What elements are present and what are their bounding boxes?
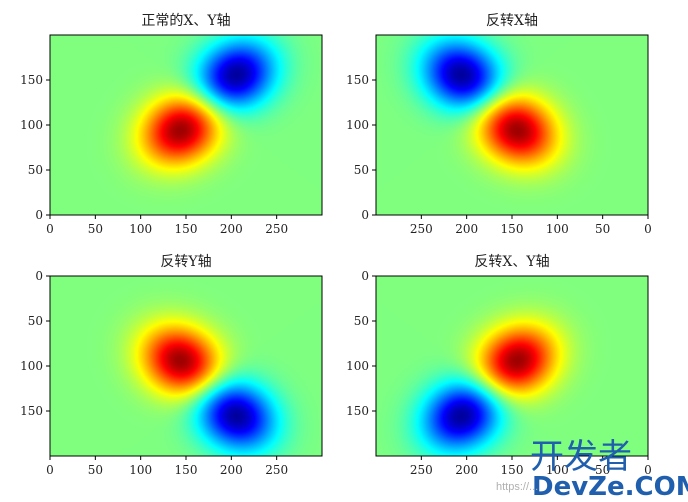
x-tick-label: 100 bbox=[129, 222, 152, 236]
x-tick-label: 50 bbox=[595, 222, 610, 236]
x-tick-label: 200 bbox=[220, 463, 243, 477]
heatmap-image bbox=[50, 35, 322, 215]
y-tick-label: 150 bbox=[20, 404, 43, 418]
y-tick-label: 150 bbox=[346, 404, 369, 418]
x-tick-label: 150 bbox=[175, 463, 198, 477]
y-tick-label: 100 bbox=[20, 359, 43, 373]
x-tick-label: 150 bbox=[175, 222, 198, 236]
watermark-brand-cn: 开发者 bbox=[530, 437, 632, 477]
x-tick-label: 150 bbox=[501, 463, 524, 477]
subplot-3: 反转Y轴 0 50 100 150 200 250 0 50 100 150 bbox=[20, 254, 323, 477]
x-tick-label: 250 bbox=[410, 463, 433, 477]
x-tick-label: 250 bbox=[265, 222, 288, 236]
subplot-title: 正常的X、Y轴 bbox=[141, 13, 230, 29]
x-tick-label: 50 bbox=[88, 463, 103, 477]
y-tick-label: 100 bbox=[346, 359, 369, 373]
x-tick-label: 150 bbox=[501, 222, 524, 236]
subplot-4: 反转X、Y轴 250 200 150 100 50 0 0 50 100 150 bbox=[346, 254, 652, 477]
y-tick-label: 0 bbox=[35, 208, 43, 222]
y-tick-label: 150 bbox=[346, 73, 369, 87]
x-tick-label: 200 bbox=[220, 222, 243, 236]
y-tick-label: 100 bbox=[346, 118, 369, 132]
subplot-title: 反转X轴 bbox=[486, 13, 538, 29]
x-tick-label: 0 bbox=[644, 222, 652, 236]
x-tick-label: 100 bbox=[546, 463, 569, 477]
y-tick-label: 50 bbox=[354, 163, 369, 177]
watermark-url: https://... bbox=[496, 481, 538, 493]
x-tick-label: 200 bbox=[455, 463, 478, 477]
x-tick-label: 100 bbox=[129, 463, 152, 477]
y-tick-label: 0 bbox=[361, 208, 369, 222]
x-tick-label: 0 bbox=[46, 222, 54, 236]
x-tick-label: 50 bbox=[88, 222, 103, 236]
y-tick-label: 150 bbox=[20, 73, 43, 87]
y-tick-label: 100 bbox=[20, 118, 43, 132]
watermark: 开发者 DevZe.COM https://... bbox=[496, 437, 688, 502]
x-tick-label: 50 bbox=[595, 463, 610, 477]
subplot-1: 正常的X、Y轴 0 50 100 150 200 250 0 50 100 150 bbox=[20, 13, 323, 236]
y-tick-label: 50 bbox=[28, 163, 43, 177]
heatmap-image bbox=[50, 276, 322, 456]
watermark-brand-en: DevZe.COM bbox=[532, 472, 688, 502]
subplot-title: 反转Y轴 bbox=[160, 254, 211, 270]
x-tick-label: 0 bbox=[644, 463, 652, 477]
y-tick-label: 0 bbox=[361, 269, 369, 283]
x-tick-label: 200 bbox=[455, 222, 478, 236]
y-tick-label: 50 bbox=[354, 314, 369, 328]
x-tick-label: 250 bbox=[410, 222, 433, 236]
subplot-grid: 正常的X、Y轴 0 50 100 150 200 250 0 50 100 150 反转X轴 250 20… bbox=[20, 13, 652, 477]
x-tick-label: 250 bbox=[265, 463, 288, 477]
y-tick-label: 0 bbox=[35, 269, 43, 283]
y-tick-label: 50 bbox=[28, 314, 43, 328]
subplot-2: 反转X轴 250 200 150 100 50 0 0 50 100 150 bbox=[346, 13, 652, 236]
subplot-title: 反转X、Y轴 bbox=[474, 254, 549, 270]
x-tick-label: 0 bbox=[46, 463, 54, 477]
heatmap-image bbox=[376, 276, 648, 456]
x-tick-label: 100 bbox=[546, 222, 569, 236]
heatmap-image bbox=[376, 35, 648, 215]
